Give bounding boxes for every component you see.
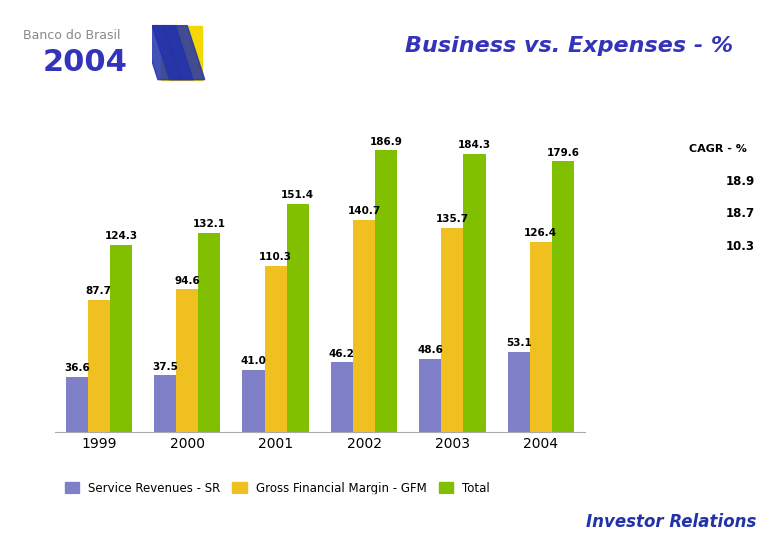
- Bar: [243, 370, 264, 432]
- Text: Banco do Brasil: Banco do Brasil: [23, 29, 121, 42]
- Circle shape: [0, 492, 780, 540]
- Bar: [463, 154, 485, 432]
- Text: 18.7: 18.7: [725, 207, 755, 220]
- Legend: Service Revenues - SR, Gross Financial Margin - GFM, Total: Service Revenues - SR, Gross Financial M…: [60, 477, 495, 499]
- Text: 135.7: 135.7: [436, 214, 469, 224]
- Text: 179.6: 179.6: [547, 147, 580, 158]
- Bar: [264, 266, 287, 432]
- Text: 48.6: 48.6: [417, 345, 443, 355]
- Text: CAGR - %: CAGR - %: [689, 144, 746, 154]
- Bar: [508, 352, 530, 432]
- Text: 151.4: 151.4: [281, 190, 314, 200]
- Bar: [441, 227, 463, 432]
- Circle shape: [268, 71, 723, 82]
- Circle shape: [40, 71, 495, 82]
- Text: 36.6: 36.6: [64, 363, 90, 373]
- Polygon shape: [140, 25, 181, 80]
- Circle shape: [495, 71, 780, 82]
- Bar: [530, 241, 552, 432]
- Text: 53.1: 53.1: [505, 338, 532, 348]
- Bar: [154, 375, 176, 432]
- Text: 132.1: 132.1: [193, 219, 225, 229]
- Text: Investor Relations: Investor Relations: [587, 512, 757, 531]
- Text: Adm. Exp.: Adm. Exp.: [623, 241, 682, 251]
- Bar: [551, 161, 574, 432]
- Bar: [198, 233, 220, 432]
- Bar: [176, 289, 198, 432]
- Circle shape: [0, 492, 507, 540]
- Text: 10.3: 10.3: [726, 240, 755, 253]
- Polygon shape: [161, 25, 202, 80]
- Text: 110.3: 110.3: [259, 252, 292, 262]
- Text: 37.5: 37.5: [152, 362, 178, 372]
- Circle shape: [154, 71, 609, 82]
- Text: 46.2: 46.2: [329, 349, 355, 359]
- Bar: [88, 300, 110, 432]
- Text: 2004: 2004: [43, 48, 128, 77]
- Polygon shape: [152, 25, 193, 80]
- Text: 184.3: 184.3: [458, 140, 491, 151]
- Text: GFM: GFM: [640, 209, 666, 219]
- Circle shape: [381, 71, 780, 82]
- Bar: [331, 362, 353, 432]
- Text: 18.9: 18.9: [725, 175, 755, 188]
- Text: Business vs. Expenses - %: Business vs. Expenses - %: [406, 36, 733, 56]
- Bar: [375, 150, 397, 432]
- Text: 87.7: 87.7: [86, 286, 112, 296]
- Text: 126.4: 126.4: [524, 228, 558, 238]
- Text: 124.3: 124.3: [105, 231, 137, 241]
- Circle shape: [78, 492, 780, 540]
- Text: 140.7: 140.7: [347, 206, 381, 216]
- Bar: [66, 377, 87, 432]
- Text: 41.0: 41.0: [240, 356, 267, 367]
- Text: 186.9: 186.9: [370, 137, 402, 146]
- Text: 94.6: 94.6: [174, 276, 200, 286]
- Bar: [420, 359, 441, 432]
- Bar: [353, 220, 375, 432]
- Circle shape: [0, 492, 624, 540]
- Bar: [110, 245, 132, 432]
- Polygon shape: [164, 25, 204, 80]
- Circle shape: [211, 492, 780, 540]
- Text: SR: SR: [645, 177, 661, 186]
- Bar: [287, 204, 309, 432]
